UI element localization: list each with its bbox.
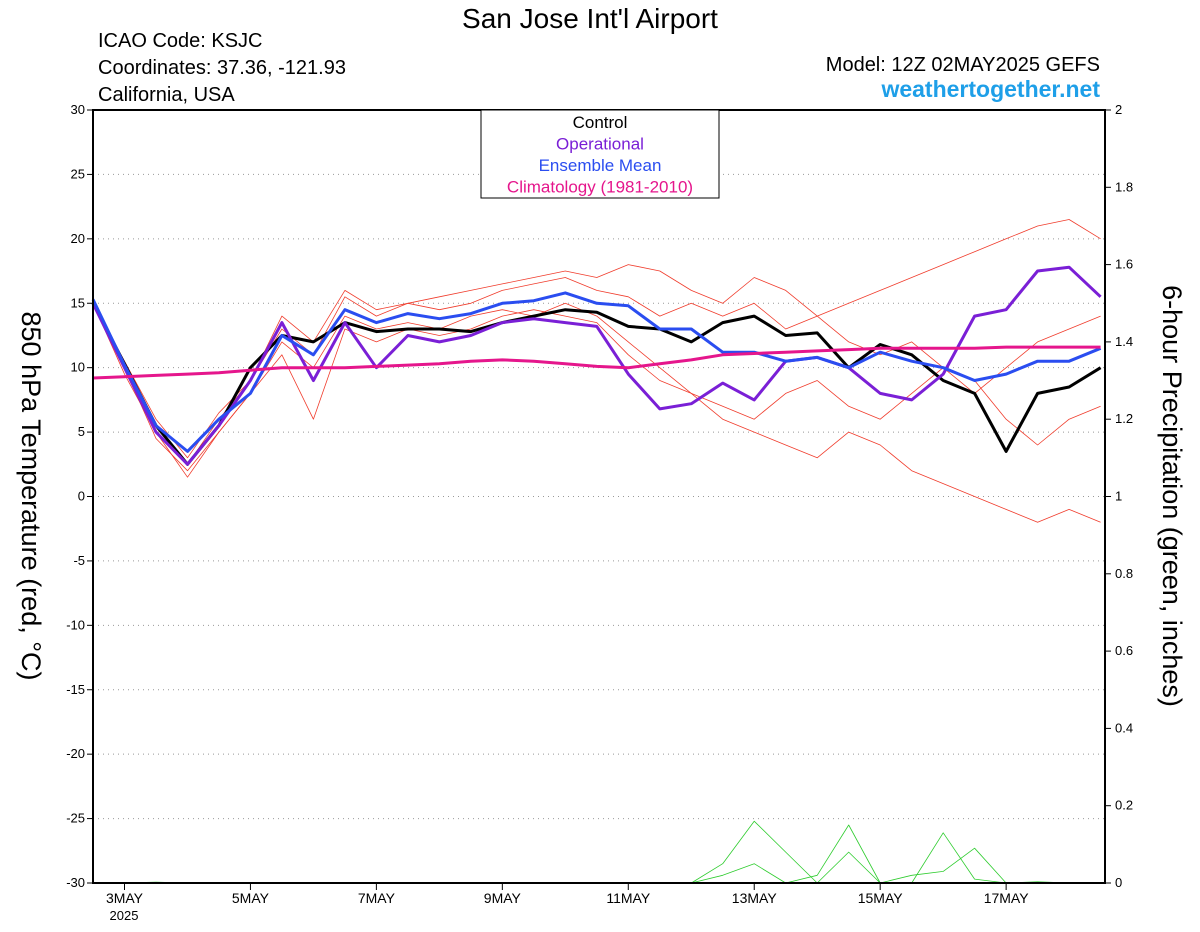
series-line xyxy=(91,265,1102,466)
y2-tick-label: 0.6 xyxy=(1115,643,1133,658)
legend-entry: Operational xyxy=(556,135,644,154)
y-axis-label: 850 hPa Temperature (red, °C) xyxy=(16,312,46,681)
x-tick-label: 7MAY xyxy=(358,890,396,906)
y2-tick-label: 0.2 xyxy=(1115,798,1133,813)
legend-entry: Ensemble Mean xyxy=(539,156,662,175)
y2-tick-label: 2 xyxy=(1115,102,1122,117)
y-tick-label: -30 xyxy=(66,875,85,890)
x-tick-label: 17MAY xyxy=(984,890,1030,906)
x-tick-label: 5MAY xyxy=(232,890,270,906)
y2-axis-label: 6-hour Precipitation (green, inches) xyxy=(1157,285,1187,707)
y-tick-label: 10 xyxy=(71,360,85,375)
y2-tick-label: 1.8 xyxy=(1115,179,1133,194)
legend: Control Operational Ensemble Mean Climatolo… xyxy=(507,113,693,197)
info-text: ICAO Code: KSJC xyxy=(98,30,263,52)
y-tick-label: -15 xyxy=(66,682,85,697)
y2-tick-label: 1.2 xyxy=(1115,411,1133,426)
y-tick-label: 30 xyxy=(71,102,85,117)
x-year-label: 2025 xyxy=(110,908,139,923)
x-tick-label: 15MAY xyxy=(858,890,904,906)
y-tick-label: -25 xyxy=(66,811,85,826)
y2-tick-label: 1.4 xyxy=(1115,334,1133,349)
y-tick-label: 15 xyxy=(71,295,85,310)
x-tick-label: 13MAY xyxy=(732,890,778,906)
y-tick-label: -20 xyxy=(66,746,85,761)
y-tick-label: 25 xyxy=(71,166,85,181)
model-text: Model: 12Z 02MAY2025 GEFS xyxy=(826,54,1100,76)
series-line xyxy=(93,820,1101,884)
chart-title: San Jose Int'l Airport xyxy=(462,3,718,34)
series-line xyxy=(91,302,1102,466)
series-line xyxy=(92,345,1101,380)
source-text: weathertogether.net xyxy=(880,76,1100,102)
y2-tick-label: 1 xyxy=(1115,489,1122,504)
series-line xyxy=(92,303,1101,472)
y-tick-label: -10 xyxy=(66,617,85,632)
info-text: Coordinates: 37.36, -121.93 xyxy=(98,57,346,79)
y-tick-label: 0 xyxy=(78,489,85,504)
legend-entry: Climatology (1981-2010) xyxy=(507,178,693,197)
x-tick-label: 3MAY xyxy=(106,890,144,906)
y2-tick-label: 0.4 xyxy=(1115,720,1133,735)
y2-tick-label: 1.6 xyxy=(1115,257,1133,272)
plot-area: -30 -25 -20 -15 -10 -5 0 5 10 15 20 25 30 0 0.2 0.4 0.6 0… xyxy=(66,102,1133,906)
series-line xyxy=(91,291,1102,453)
x-tick-label: 11MAY xyxy=(606,890,650,906)
y-tick-label: 5 xyxy=(78,424,85,439)
info-text: California, USA xyxy=(98,84,235,106)
x-tick-label: 9MAY xyxy=(484,890,522,906)
y2-tick-label: 0 xyxy=(1115,875,1122,890)
legend-box xyxy=(480,109,720,199)
series-line xyxy=(92,219,1101,459)
series-line xyxy=(92,302,1101,523)
series-line xyxy=(93,824,1101,884)
y-tick-label: 20 xyxy=(71,231,85,246)
legend-entry: Control xyxy=(573,113,628,132)
y2-tick-label: 0.8 xyxy=(1115,566,1133,581)
y-tick-label: -5 xyxy=(73,553,85,568)
